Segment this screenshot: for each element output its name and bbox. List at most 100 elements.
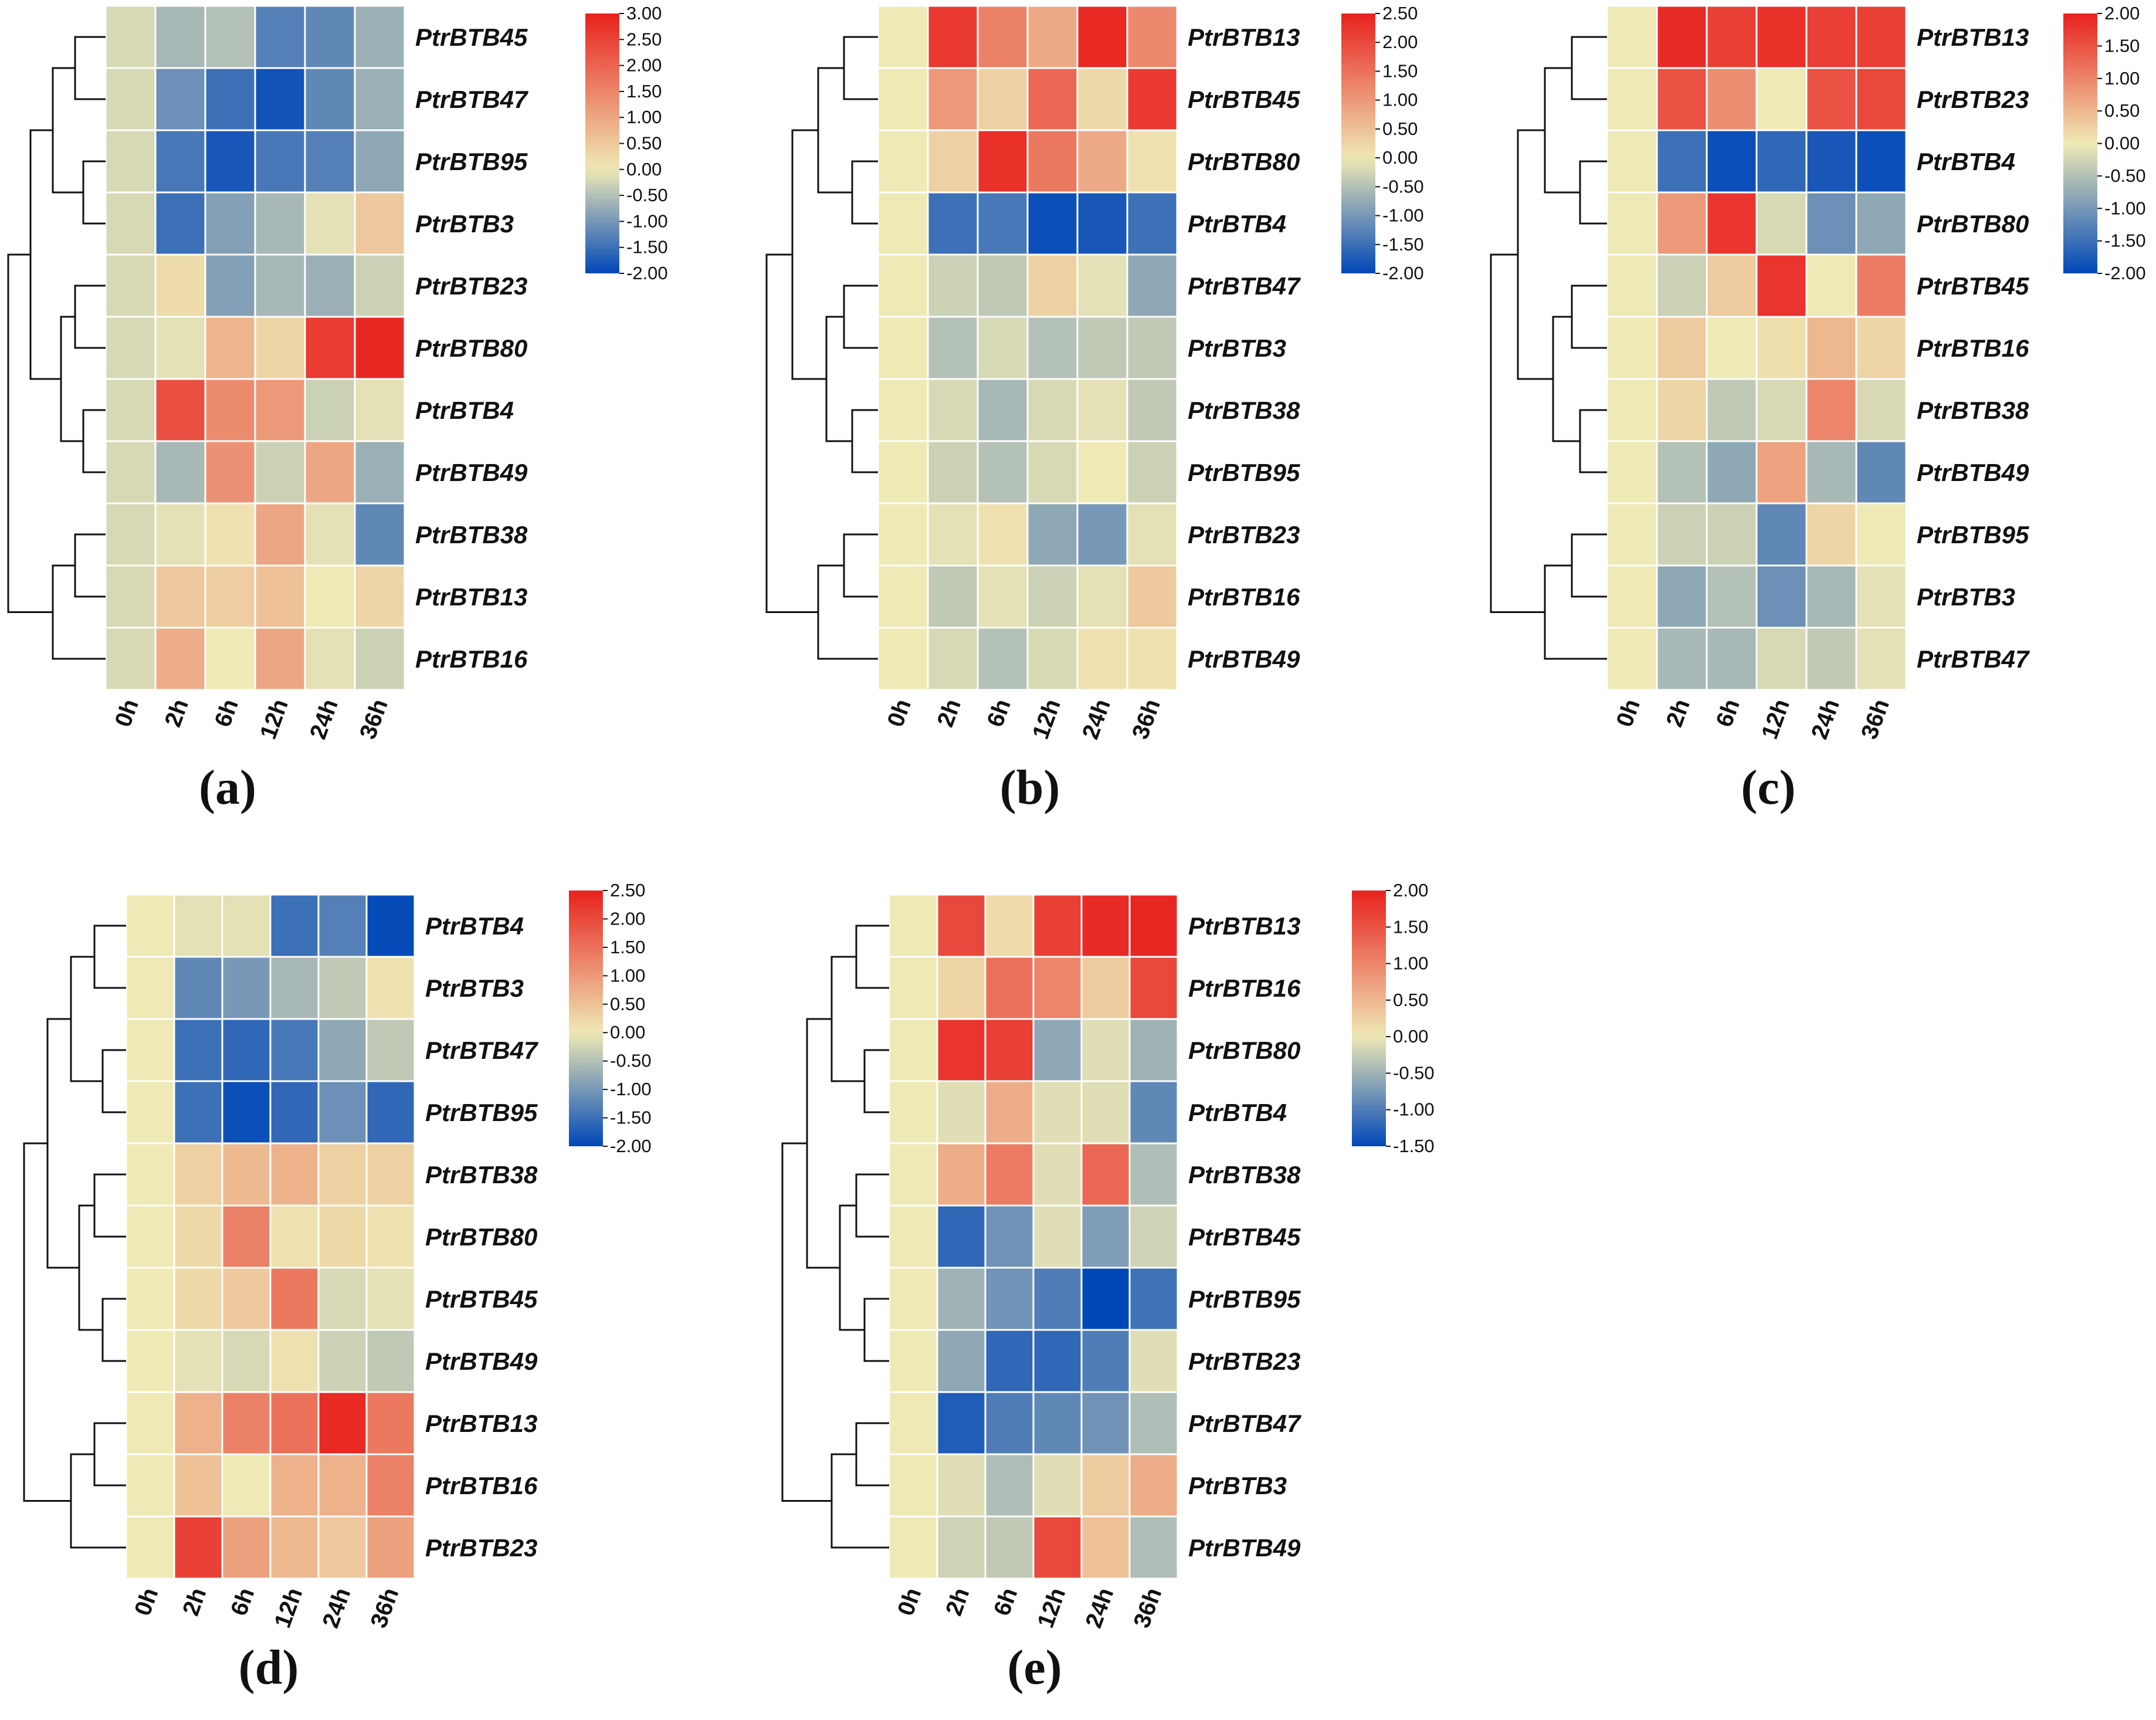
legend-tick-label: 2.50 xyxy=(626,29,662,49)
row-label: PtrBTB13 xyxy=(1917,23,2029,51)
heatmap-cell xyxy=(927,67,979,131)
heatmap-cell xyxy=(1126,627,1178,691)
legend-tick-label: -0.50 xyxy=(1382,176,1424,197)
heatmap-cell xyxy=(1805,5,1857,69)
heatmap-cell xyxy=(1026,5,1079,69)
dendrogram-branch xyxy=(1517,129,1553,380)
color-legend: 3.00 2.50 2.00 1.50 1.00 0.50 0.00 -0.50 -1.00 -1… xyxy=(585,3,668,283)
heatmap-cell xyxy=(1755,253,1808,318)
column-label: 24h xyxy=(305,696,343,743)
heatmap-cell xyxy=(984,1515,1035,1580)
heatmap-cell xyxy=(888,1204,938,1269)
legend-tick-label: 0.00 xyxy=(1382,147,1418,168)
heatmap-cell xyxy=(1026,378,1079,442)
heatmap-cell xyxy=(1805,627,1857,691)
column-label: 36h xyxy=(1129,1584,1167,1631)
heatmap-cell xyxy=(1076,440,1128,505)
heatmap-cell xyxy=(269,1329,320,1393)
legend-tick-label: 2.00 xyxy=(1382,32,1418,52)
heatmap-cell xyxy=(173,893,223,958)
heatmap-cell xyxy=(269,1267,320,1331)
heatmap-cell xyxy=(1805,440,1857,505)
row-label: PtrBTB95 xyxy=(425,1099,538,1126)
column-label: 0h xyxy=(110,696,144,730)
heatmap-cell xyxy=(1606,440,1658,505)
heatmap-cell xyxy=(1128,893,1179,958)
heatmap-cell xyxy=(365,956,416,1020)
legend-tick-label: 1.50 xyxy=(626,81,662,101)
legend-tick-label: 1.50 xyxy=(610,937,645,957)
heatmap-cell xyxy=(1126,564,1178,629)
heatmap-cell xyxy=(317,956,368,1020)
legend-tick-label: -0.50 xyxy=(2104,165,2146,186)
heatmap-cell xyxy=(354,378,406,442)
heatmap-cell xyxy=(104,129,157,194)
heatmap-cell xyxy=(1026,67,1079,131)
row-label: PtrBTB80 xyxy=(1188,1037,1300,1064)
row-label: PtrBTB38 xyxy=(425,1161,538,1189)
dendrogram-branch xyxy=(781,1142,832,1502)
column-label: 12h xyxy=(270,1584,308,1631)
legend-tick-label: 0.50 xyxy=(626,133,662,154)
heatmap-cell xyxy=(936,1515,987,1580)
heatmap-cell xyxy=(104,253,157,318)
dendrogram-branch xyxy=(851,409,878,473)
heatmap-cell xyxy=(1076,502,1128,567)
dendrogram-branch xyxy=(855,1422,889,1487)
legend-tick-label: 1.50 xyxy=(1393,916,1428,937)
heatmap-cell xyxy=(1755,378,1808,442)
heatmap-cell xyxy=(888,1080,938,1145)
column-label: 24h xyxy=(1077,696,1116,743)
heatmap-cell xyxy=(877,440,929,505)
heatmap-cell xyxy=(221,1453,272,1518)
row-label: PtrBTB38 xyxy=(1188,1161,1301,1189)
heatmap-cell xyxy=(269,893,320,958)
legend-tick-label: 0.00 xyxy=(626,159,662,180)
heatmap-cell xyxy=(1026,627,1079,691)
heatmap-cell xyxy=(927,191,979,256)
row-label: PtrBTB45 xyxy=(1188,86,1300,113)
heatmap-cell xyxy=(927,627,979,691)
column-label: 6h xyxy=(210,696,243,730)
dendrogram-branch xyxy=(1579,160,1607,225)
dendrogram-branch xyxy=(93,925,126,989)
heatmap-cell xyxy=(1076,564,1128,629)
heatmap-cell xyxy=(354,627,406,691)
heatmap-cell xyxy=(877,191,929,256)
heatmap-cell xyxy=(1755,5,1808,69)
legend-tick-label: -1.00 xyxy=(610,1079,652,1099)
heatmap-cell xyxy=(269,1453,320,1518)
legend-tick-label: -1.00 xyxy=(1393,1099,1435,1120)
heatmap-cell xyxy=(1126,502,1178,567)
heatmap-cell xyxy=(927,378,979,442)
heatmap-cell xyxy=(1080,1142,1131,1207)
heatmap-cell xyxy=(354,5,406,69)
legend-tick-label: -2.00 xyxy=(626,263,668,283)
dendrogram-branch xyxy=(855,1173,889,1238)
heatmap-cell xyxy=(936,1080,987,1145)
column-label: 36h xyxy=(1127,696,1165,743)
heatmap-cell xyxy=(365,1515,416,1580)
heatmap-cell xyxy=(125,1018,175,1082)
heatmap-cell xyxy=(365,1329,416,1393)
dendrogram-branch xyxy=(52,564,106,660)
heatmap-cell xyxy=(354,502,406,567)
legend-tick-label: 3.00 xyxy=(626,3,662,23)
heatmap-cell xyxy=(317,1142,368,1207)
row-label: PtrBTB3 xyxy=(1917,583,2015,611)
heatmap-cell xyxy=(104,440,157,505)
heatmap-cell xyxy=(1032,1142,1083,1207)
heatmap-cell xyxy=(1606,129,1658,194)
heatmap-cell xyxy=(977,67,1029,131)
heatmap-cell xyxy=(1805,316,1857,380)
row-label: PtrBTB13 xyxy=(415,583,527,611)
heatmap-cell xyxy=(1126,191,1178,256)
heatmap-cell xyxy=(1656,564,1708,629)
dendrogram-branch xyxy=(46,1018,79,1269)
legend-gradient-bar xyxy=(2063,13,2097,273)
heatmap-cell xyxy=(1128,1515,1179,1580)
heatmap-cell xyxy=(1128,956,1179,1020)
legend-tick-label: 1.50 xyxy=(1382,60,1418,81)
heatmap-cell xyxy=(104,378,157,442)
heatmap-cell xyxy=(1606,253,1658,318)
